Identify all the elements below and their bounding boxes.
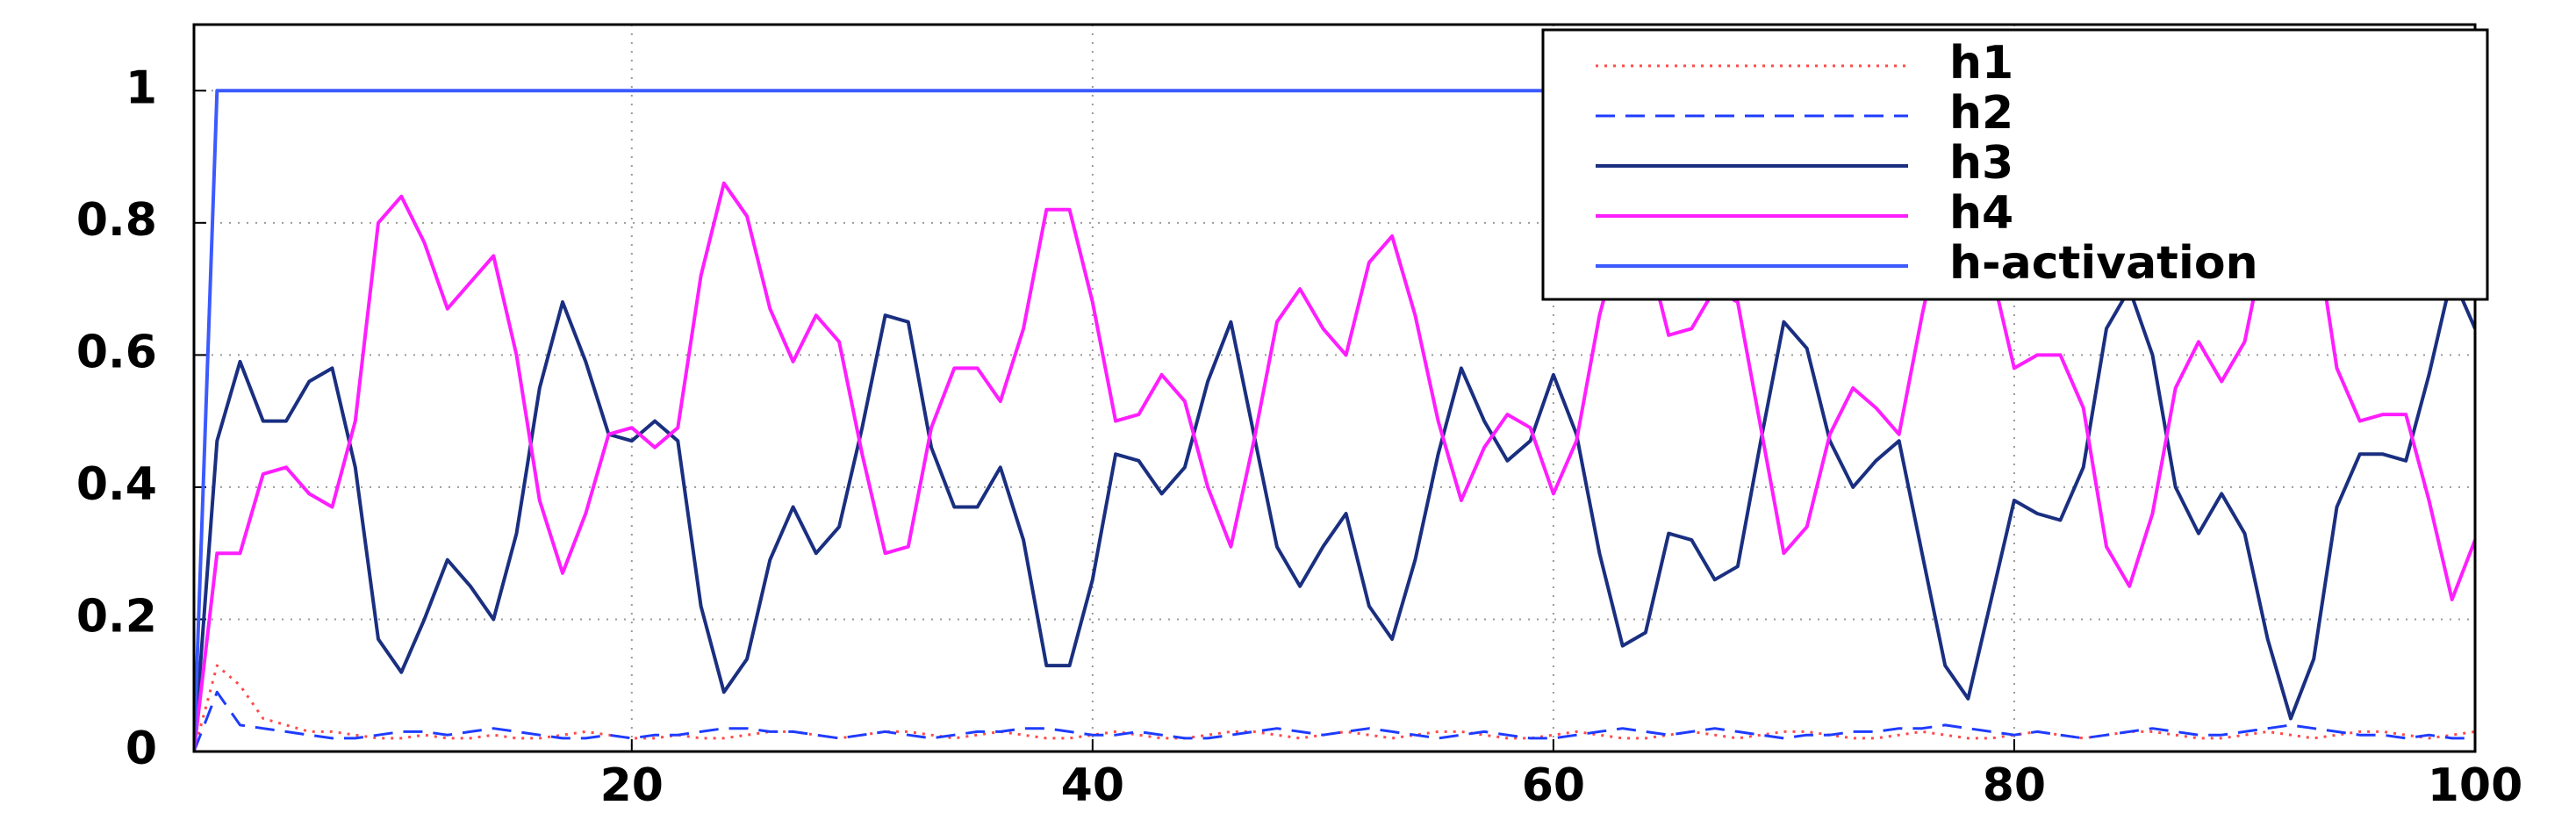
y-tick-label: 0.8 — [76, 194, 157, 247]
x-tick-label: 20 — [600, 759, 664, 812]
y-tick-label: 1 — [126, 61, 157, 114]
data-line — [194, 664, 2475, 751]
data-line — [194, 155, 2475, 751]
legend-label: h2 — [1949, 87, 2013, 140]
x-tick-label: 60 — [1522, 759, 1585, 812]
legend-label: h4 — [1949, 187, 2013, 240]
x-tick-label: 80 — [1983, 759, 2046, 812]
y-tick-label: 0.4 — [76, 458, 157, 511]
legend-label: h3 — [1949, 137, 2013, 190]
legend-frame — [1541, 28, 2489, 301]
data-line — [194, 690, 2475, 751]
y-tick-label: 0.6 — [76, 326, 157, 378]
x-tick-label: 40 — [1061, 759, 1124, 812]
legend-label: h-activation — [1949, 237, 2258, 290]
plot-frame — [192, 23, 2477, 753]
y-tick-label: 0.2 — [76, 590, 157, 643]
legend-label: h1 — [1949, 37, 2013, 90]
y-tick-label: 0 — [126, 723, 157, 775]
x-tick-label: 100 — [2428, 759, 2523, 812]
data-line — [194, 274, 2475, 751]
